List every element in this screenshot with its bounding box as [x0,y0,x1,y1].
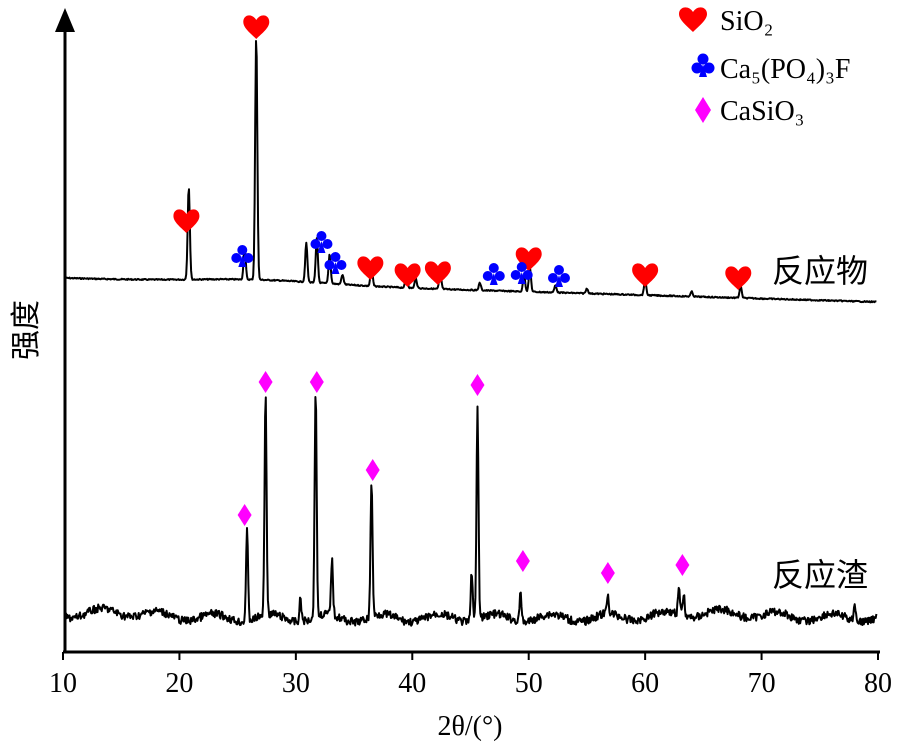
casio3-peak-marker-diamond-icon [309,371,324,393]
sio2-peak-marker-heart-icon [515,247,542,271]
series-line-reactant [65,40,877,304]
series-label-reactant: 反应物 [772,252,868,290]
legend-label-fluorapatite: Ca₅(PO₄)₃F [720,54,850,85]
casio3-peak-marker-diamond-icon [600,562,615,584]
legend: SiO₂ Ca₅(PO₄)₃F CaSiO₃ [679,6,850,127]
x-tick-label: 60 [631,668,659,699]
legend-item-fluorapatite: Ca₅(PO₄)₃F [691,53,850,85]
sio2-peak-marker-heart-icon [424,261,451,285]
sio2-peak-marker-heart-icon [394,263,421,287]
club-icon [691,53,715,77]
x-tick-label: 30 [282,668,310,699]
casio3-peak-marker-diamond-icon [675,554,690,576]
sio2-peak-marker-heart-icon [632,263,659,287]
fluorapatite-peak-marker-club-icon [310,231,333,253]
legend-item-casio3: CaSiO₃ [695,96,804,127]
sio2-peak-marker-heart-icon [725,266,752,290]
y-axis-arrow [55,8,75,32]
fluorapatite-peak-marker-club-icon [231,245,254,267]
casio3-peak-marker-diamond-icon [237,504,252,526]
x-tick-label: 80 [864,668,892,699]
casio3-peak-marker-diamond-icon [258,371,273,393]
x-tick-label: 20 [165,668,193,699]
diamond-icon [695,97,711,123]
x-ticks: 10 20 30 40 50 60 70 80 [49,652,892,699]
legend-label-sio2: SiO₂ [720,6,773,37]
legend-label-casio3: CaSiO₃ [720,96,804,127]
series-line-residue [64,396,878,627]
fluorapatite-peak-marker-club-icon [547,265,570,287]
x-tick-label: 10 [49,668,77,699]
fluorapatite-peak-marker-club-icon [324,252,347,274]
x-axis-title: 2θ/(°) [437,711,502,742]
series-label-residue: 反应渣 [772,556,868,594]
casio3-peak-marker-diamond-icon [365,459,380,481]
series-layer [64,40,878,627]
fluorapatite-peak-marker-club-icon [482,263,505,285]
casio3-peak-marker-diamond-icon [470,374,485,396]
sio2-peak-marker-heart-icon [357,256,384,280]
marker-layer [173,15,752,584]
casio3-peak-marker-diamond-icon [515,550,530,572]
sio2-peak-marker-heart-icon [173,209,200,233]
heart-icon [679,7,707,32]
sio2-peak-marker-heart-icon [243,15,270,39]
fluorapatite-peak-marker-club-icon [510,262,533,284]
axes [55,8,880,654]
legend-item-sio2: SiO₂ [679,6,773,37]
x-tick-label: 40 [398,668,426,699]
y-axis-title: 强度 [9,300,44,360]
x-tick-label: 70 [748,668,776,699]
x-tick-label: 50 [515,668,543,699]
